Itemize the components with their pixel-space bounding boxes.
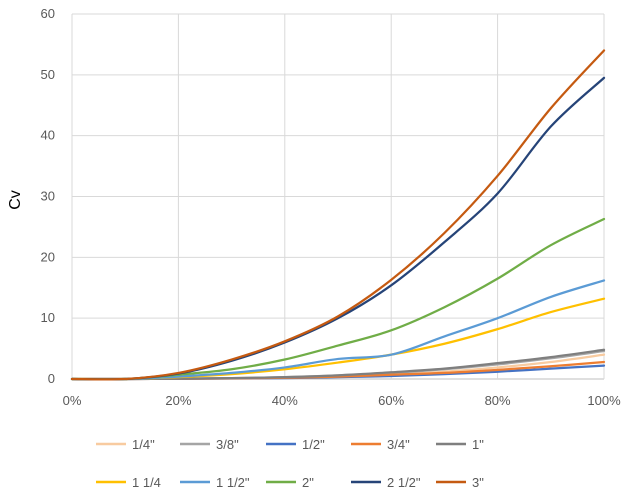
y-tick-label: 20 bbox=[41, 249, 55, 264]
legend-item: 3" bbox=[436, 475, 484, 490]
y-tick-label: 30 bbox=[41, 189, 55, 204]
y-tick-label: 50 bbox=[41, 67, 55, 82]
y-axis-label: Cv bbox=[7, 190, 24, 210]
legend-label: 3/8" bbox=[216, 437, 239, 452]
x-tick-label: 0% bbox=[63, 393, 82, 408]
legend: 1/4" 3/8" 1/2" 3/4" 1" 1 1/4 1 1/2" 2" 2 1/2" 3" bbox=[96, 437, 484, 490]
y-tick-label: 40 bbox=[41, 128, 55, 143]
y-axis-tick-labels: 0 10 20 30 40 50 60 bbox=[41, 6, 55, 386]
series-line-6 bbox=[70, 279, 606, 381]
legend-label: 3/4" bbox=[387, 437, 410, 452]
legend-item: 1 1/2" bbox=[180, 475, 250, 490]
x-tick-label: 100% bbox=[587, 393, 621, 408]
legend-label: 1/4" bbox=[132, 437, 155, 452]
legend-item: 3/4" bbox=[351, 437, 410, 452]
legend-item: 2" bbox=[266, 475, 314, 490]
x-tick-label: 80% bbox=[485, 393, 511, 408]
legend-label: 1" bbox=[472, 437, 484, 452]
x-tick-label: 20% bbox=[165, 393, 191, 408]
legend-item: 3/8" bbox=[180, 437, 239, 452]
legend-item: 1/2" bbox=[266, 437, 325, 452]
y-tick-label: 60 bbox=[41, 6, 55, 21]
legend-item: 1 1/4 bbox=[96, 475, 161, 490]
y-tick-label: 10 bbox=[41, 310, 55, 325]
x-tick-label: 40% bbox=[272, 393, 298, 408]
legend-label: 1 1/4 bbox=[132, 475, 161, 490]
series-lines bbox=[70, 49, 606, 381]
legend-item: 1" bbox=[436, 437, 484, 452]
legend-label: 1/2" bbox=[302, 437, 325, 452]
legend-item: 1/4" bbox=[96, 437, 155, 452]
series-line-8 bbox=[70, 76, 606, 381]
legend-label: 1 1/2" bbox=[216, 475, 250, 490]
y-tick-label: 0 bbox=[48, 371, 55, 386]
legend-item: 2 1/2" bbox=[351, 475, 421, 490]
series-line-7 bbox=[70, 217, 606, 381]
legend-label: 2 1/2" bbox=[387, 475, 421, 490]
x-axis-tick-labels: 0% 20% 40% 60% 80% 100% bbox=[63, 393, 621, 408]
series-line-9 bbox=[70, 49, 606, 381]
legend-label: 2" bbox=[302, 475, 314, 490]
x-tick-label: 60% bbox=[378, 393, 404, 408]
gridlines bbox=[71, 13, 605, 380]
legend-label: 3" bbox=[472, 475, 484, 490]
